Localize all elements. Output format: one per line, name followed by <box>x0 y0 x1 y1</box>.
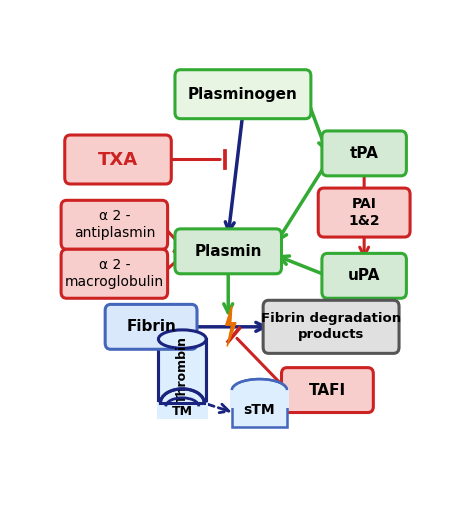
Text: Plasmin: Plasmin <box>194 244 262 259</box>
Text: TAFI: TAFI <box>309 383 346 398</box>
FancyBboxPatch shape <box>322 131 406 176</box>
FancyBboxPatch shape <box>263 301 399 354</box>
Text: Plasminogen: Plasminogen <box>188 87 298 102</box>
Ellipse shape <box>232 379 287 401</box>
Text: sTM: sTM <box>244 403 275 417</box>
FancyBboxPatch shape <box>322 253 406 298</box>
Text: α 2 -
macroglobulin: α 2 - macroglobulin <box>65 258 164 289</box>
FancyBboxPatch shape <box>65 135 171 184</box>
Text: uPA: uPA <box>348 268 380 284</box>
FancyBboxPatch shape <box>232 390 287 427</box>
FancyBboxPatch shape <box>318 188 410 237</box>
Text: tPA: tPA <box>350 146 379 161</box>
FancyBboxPatch shape <box>175 70 311 119</box>
FancyBboxPatch shape <box>61 249 168 298</box>
Ellipse shape <box>158 330 206 348</box>
Text: TXA: TXA <box>98 151 138 169</box>
FancyBboxPatch shape <box>158 339 206 400</box>
Text: α 2 -
antiplasmin: α 2 - antiplasmin <box>73 209 155 241</box>
FancyBboxPatch shape <box>105 304 197 349</box>
FancyBboxPatch shape <box>61 200 168 249</box>
Text: Fibrin degradation
products: Fibrin degradation products <box>261 312 401 341</box>
FancyBboxPatch shape <box>230 388 289 409</box>
Text: Thrombin: Thrombin <box>176 336 189 403</box>
Text: PAI
1&2: PAI 1&2 <box>348 197 380 228</box>
FancyBboxPatch shape <box>156 403 208 419</box>
Text: TM: TM <box>172 405 193 418</box>
FancyBboxPatch shape <box>282 368 374 412</box>
Polygon shape <box>226 306 236 347</box>
Ellipse shape <box>160 389 204 418</box>
Text: Fibrin: Fibrin <box>126 319 176 334</box>
FancyBboxPatch shape <box>175 229 282 274</box>
